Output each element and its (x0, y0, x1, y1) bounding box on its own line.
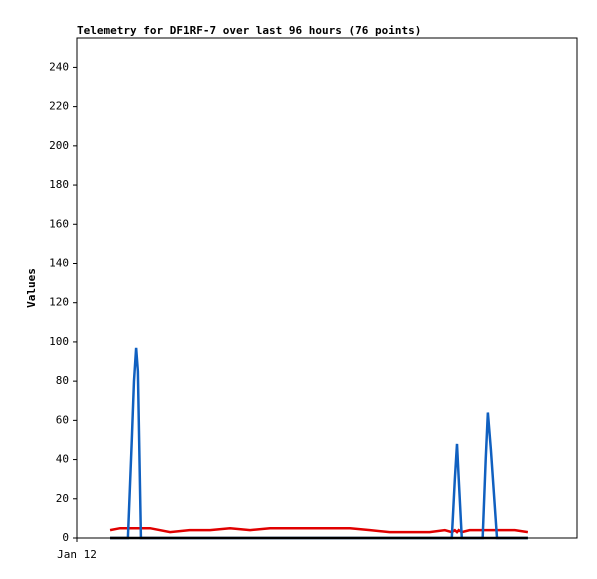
y-tick-label: 180 (49, 178, 69, 191)
plot-frame (76, 37, 578, 539)
chart-title: Telemetry for DF1RF-7 over last 96 hours… (77, 24, 421, 37)
series-line (109, 526, 529, 534)
y-tick-label: 60 (56, 413, 69, 426)
x-tick-label: Jan 12 (57, 548, 97, 561)
series-line (110, 347, 528, 540)
y-tick-label: 140 (49, 256, 69, 269)
y-tick-label: 80 (56, 374, 69, 387)
y-axis-label: Values (25, 268, 38, 308)
y-tick-label: 120 (49, 296, 69, 309)
y-tick-label: 40 (56, 453, 69, 466)
y-tick-label: 160 (49, 217, 69, 230)
y-tick-label: 220 (49, 100, 69, 113)
y-tick-label: 20 (56, 492, 69, 505)
y-tick-label: 200 (49, 139, 69, 152)
y-tick-label: 240 (49, 60, 69, 73)
y-tick-label: 0 (62, 531, 69, 544)
y-tick-label: 100 (49, 335, 69, 348)
